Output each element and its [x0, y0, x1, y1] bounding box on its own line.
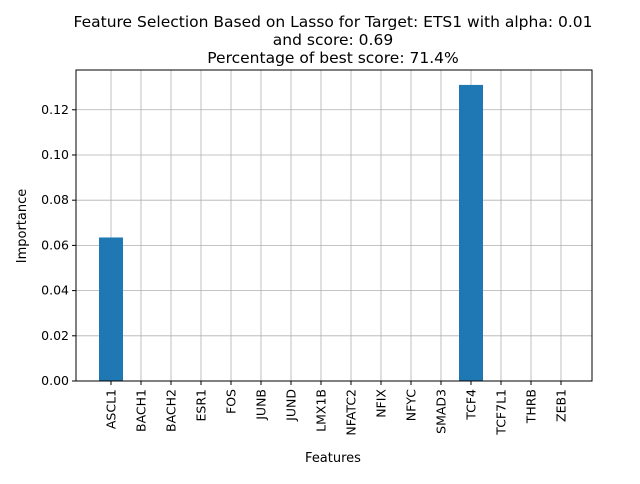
x-tick-label-zeb1: ZEB1	[554, 389, 569, 422]
x-tick-label-tcf7l1: TCF7L1	[494, 389, 509, 436]
plot-frame	[75, 69, 593, 382]
ticks-layer: 0.00 0.02 0.04 0.06 0.08 0.10 0.12 ASCL1 BACH1 BA…	[41, 102, 568, 436]
chart-title-line-3: Percentage of best score: 71.4%	[207, 49, 458, 67]
axis-layer	[75, 69, 593, 382]
x-tick-label-smad3: SMAD3	[434, 389, 449, 434]
y-axis-label: Importance	[15, 189, 30, 264]
chart-title-line-2: and score: 0.69	[273, 31, 393, 49]
y-tick-label: 0.02	[41, 328, 69, 343]
y-tick-label: 0.12	[41, 102, 69, 117]
y-tick-label: 0.10	[41, 147, 69, 162]
y-tick-label: 0.00	[41, 373, 69, 388]
chart-title-line-1: Feature Selection Based on Lasso for Tar…	[74, 13, 593, 31]
x-axis-label: Features	[305, 451, 361, 466]
x-tick-label-bach2: BACH2	[164, 389, 179, 432]
bar-tcf4	[459, 84, 483, 382]
bars-layer	[99, 84, 483, 382]
y-tick-label: 0.04	[41, 283, 69, 298]
x-tick-label-nfatc2: NFATC2	[344, 389, 359, 436]
x-tick-label-esr1: ESR1	[194, 389, 209, 421]
y-tick-label: 0.08	[41, 192, 69, 207]
x-tick-label-tcf4: TCF4	[464, 389, 479, 421]
bar-ascl1	[99, 237, 123, 381]
x-tick-label-thrb: THRB	[524, 389, 539, 424]
x-tick-label-nfix: NFIX	[374, 389, 389, 418]
y-tick-label: 0.06	[41, 237, 69, 252]
x-tick-label-jund: JUND	[284, 389, 299, 422]
x-tick-label-fos: FOS	[224, 389, 239, 414]
x-tick-label-bach1: BACH1	[134, 389, 149, 432]
x-tick-label-ascl1: ASCL1	[104, 389, 119, 429]
x-tick-label-lmx1b: LMX1B	[314, 389, 329, 432]
x-tick-label-junb: JUNB	[254, 389, 269, 421]
x-tick-label-nfyc: NFYC	[404, 389, 419, 421]
